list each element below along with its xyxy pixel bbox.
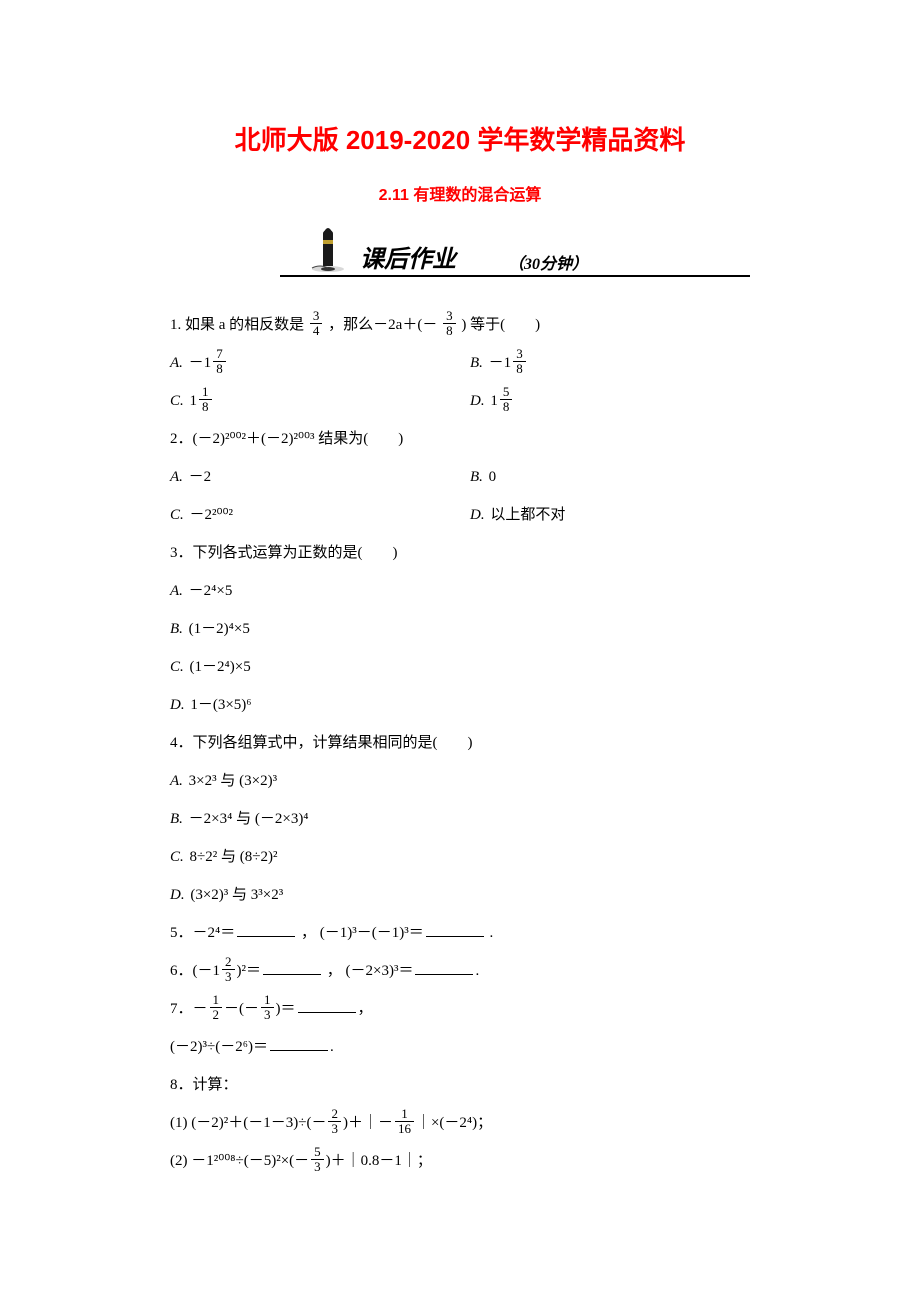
option-d: D. 1－(3×5)⁶ <box>170 687 750 723</box>
question-1-options-row1: A. －178 B. －138 <box>170 345 750 381</box>
question-3-stem: 3．下列各式运算为正数的是( ) <box>170 535 750 571</box>
question-8-part1: (1) (－2)²＋(－1－3)÷(－23)＋｜－116｜×(－2⁴)； <box>170 1105 750 1141</box>
question-8-title: 8．计算： <box>170 1067 750 1103</box>
q1-frac-1: 34 <box>310 309 323 337</box>
option-c: C. 118 <box>170 383 470 419</box>
blank <box>237 922 295 937</box>
banner-duration: （30分钟） <box>508 250 588 274</box>
blank <box>426 922 484 937</box>
question-7-line2: (－2)³÷(－2⁶)＝. <box>170 1029 750 1065</box>
option-b: B. (1－2)⁴×5 <box>170 611 750 647</box>
question-5: 5．－2⁴＝ ， (－1)³－(－1)³＝ . <box>170 915 750 951</box>
option-c: C. 8÷2² 与 (8÷2)² <box>170 839 750 875</box>
option-b: B. －138 <box>470 345 750 381</box>
question-1-stem: 1. 如果 a 的相反数是 34 ，那么－2a＋(－ 38 ) 等于( ) <box>170 307 750 343</box>
pen-icon <box>310 216 346 277</box>
banner-title: 课后作业 <box>360 239 456 274</box>
blank <box>298 998 356 1013</box>
question-2-options-row2: C. －2²⁰⁰² D. 以上都不对 <box>170 497 750 533</box>
question-2-stem: 2．(－2)²⁰⁰²＋(－2)²⁰⁰³ 结果为( ) <box>170 421 750 457</box>
option-d: D. 158 <box>470 383 750 419</box>
question-1-options-row2: C. 118 D. 158 <box>170 383 750 419</box>
q1-text-1: 1. 如果 a 的相反数是 <box>170 317 304 333</box>
page-title: 北师大版 2019-2020 学年数学精品资料 <box>170 120 750 157</box>
question-2-options-row1: A. －2 B. 0 <box>170 459 750 495</box>
question-7-line1: 7．－12－(－13)＝， <box>170 991 750 1027</box>
q1-text-2: ，那么－2a＋(－ <box>328 317 437 333</box>
option-c: C. (1－2⁴)×5 <box>170 649 750 685</box>
blank <box>415 960 473 975</box>
document-page: 北师大版 2019-2020 学年数学精品资料 2.11 有理数的混合运算 课后… <box>0 0 920 1241</box>
section-title: 2.11 有理数的混合运算 <box>170 181 750 205</box>
question-8-part2: (2) －1²⁰⁰⁸÷(－5)²×(－53)＋｜0.8－1｜； <box>170 1143 750 1179</box>
question-4-stem: 4．下列各组算式中，计算结果相同的是( ) <box>170 725 750 761</box>
option-a: A. －2⁴×5 <box>170 573 750 609</box>
option-d: D. 以上都不对 <box>470 497 750 533</box>
blank <box>263 960 321 975</box>
option-a: A. 3×2³ 与 (3×2)³ <box>170 763 750 799</box>
question-6: 6．(－123)²＝ ， (－2×3)³＝. <box>170 953 750 989</box>
option-b: B. 0 <box>470 459 750 495</box>
option-c: C. －2²⁰⁰² <box>170 497 470 533</box>
homework-banner: 课后作业 （30分钟） <box>170 223 750 285</box>
option-b: B. －2×3⁴ 与 (－2×3)⁴ <box>170 801 750 837</box>
blank <box>270 1036 328 1051</box>
q1-text-3: ) 等于( ) <box>461 317 540 333</box>
q1-frac-2: 38 <box>443 309 456 337</box>
banner-underline <box>280 275 750 277</box>
option-a: A. －178 <box>170 345 470 381</box>
option-d: D. (3×2)³ 与 3³×2³ <box>170 877 750 913</box>
option-a: A. －2 <box>170 459 470 495</box>
